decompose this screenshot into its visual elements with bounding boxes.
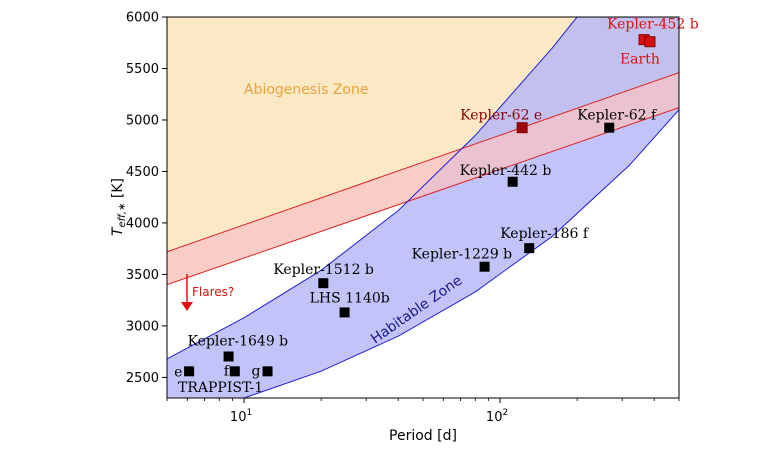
data-point bbox=[223, 351, 234, 362]
y-tick-label: 3000 bbox=[126, 319, 159, 334]
point-label: Kepler-442 b bbox=[460, 163, 552, 179]
flares-label: Flares? bbox=[192, 285, 234, 299]
data-point bbox=[184, 366, 195, 377]
point-label: f bbox=[224, 363, 231, 379]
habitable-zone bbox=[167, 17, 679, 398]
data-point bbox=[339, 307, 350, 318]
point-label: g bbox=[252, 363, 261, 379]
point-label: Kepler-62 f bbox=[577, 108, 658, 124]
y-tick-label: 5000 bbox=[126, 113, 159, 128]
point-label: Kepler-1649 b bbox=[188, 334, 289, 350]
y-tick-label: 3500 bbox=[126, 268, 159, 283]
y-axis-title-main: T bbox=[110, 226, 126, 236]
y-axis-title-unit: [K] bbox=[110, 178, 126, 203]
data-point bbox=[507, 176, 518, 187]
x-tick-label-exponent: 1 bbox=[246, 408, 252, 418]
data-point bbox=[318, 278, 329, 289]
y-tick-label: 2500 bbox=[126, 371, 159, 386]
point-label: Kepler-452 b bbox=[607, 17, 699, 33]
point-label: LHS 1140b bbox=[310, 290, 390, 306]
point-label: Kepler-1229 b bbox=[412, 247, 513, 263]
trappist-label: TRAPPIST-1 bbox=[178, 380, 263, 396]
data-point bbox=[229, 366, 240, 377]
data-point bbox=[516, 122, 528, 134]
x-tick-label-base: 10 bbox=[486, 410, 503, 425]
point-label: Kepler-62 e bbox=[460, 108, 542, 124]
y-axis-title-sub: eff,∗ bbox=[117, 203, 128, 228]
habitable-right-edge bbox=[243, 109, 679, 398]
y-tick-label: 4500 bbox=[126, 165, 159, 180]
flares-arrow-head bbox=[181, 302, 193, 311]
y-tick-label: 4000 bbox=[126, 216, 159, 231]
y-tick-label: 6000 bbox=[126, 11, 159, 26]
x-axis-title: Period [d] bbox=[389, 428, 457, 444]
data-point bbox=[524, 243, 535, 254]
data-point bbox=[479, 261, 490, 272]
x-tick-label: 102 bbox=[486, 408, 508, 425]
x-tick-label-exponent: 2 bbox=[502, 408, 508, 418]
point-label: Earth bbox=[620, 52, 660, 68]
abiogenesis-band bbox=[167, 72, 679, 285]
point-label: Kepler-1512 b bbox=[273, 262, 374, 278]
x-tick-label: 101 bbox=[230, 408, 252, 425]
x-tick-label-base: 10 bbox=[230, 410, 247, 425]
band-upper-edge bbox=[167, 72, 679, 253]
band-lower-edge bbox=[167, 107, 679, 286]
data-point bbox=[644, 36, 656, 48]
point-label: Kepler-186 f bbox=[500, 226, 590, 242]
data-point bbox=[262, 366, 273, 377]
y-axis-title: Teff,∗ [K] bbox=[110, 178, 128, 236]
point-label: e bbox=[174, 364, 182, 380]
points-layer bbox=[184, 34, 656, 377]
y-tick-label: 5500 bbox=[126, 62, 159, 77]
regions-layer bbox=[167, 17, 679, 398]
data-point bbox=[604, 122, 615, 133]
abiogenesis-label: Abiogenesis Zone bbox=[244, 82, 368, 98]
habitable-left-edge bbox=[167, 17, 578, 360]
